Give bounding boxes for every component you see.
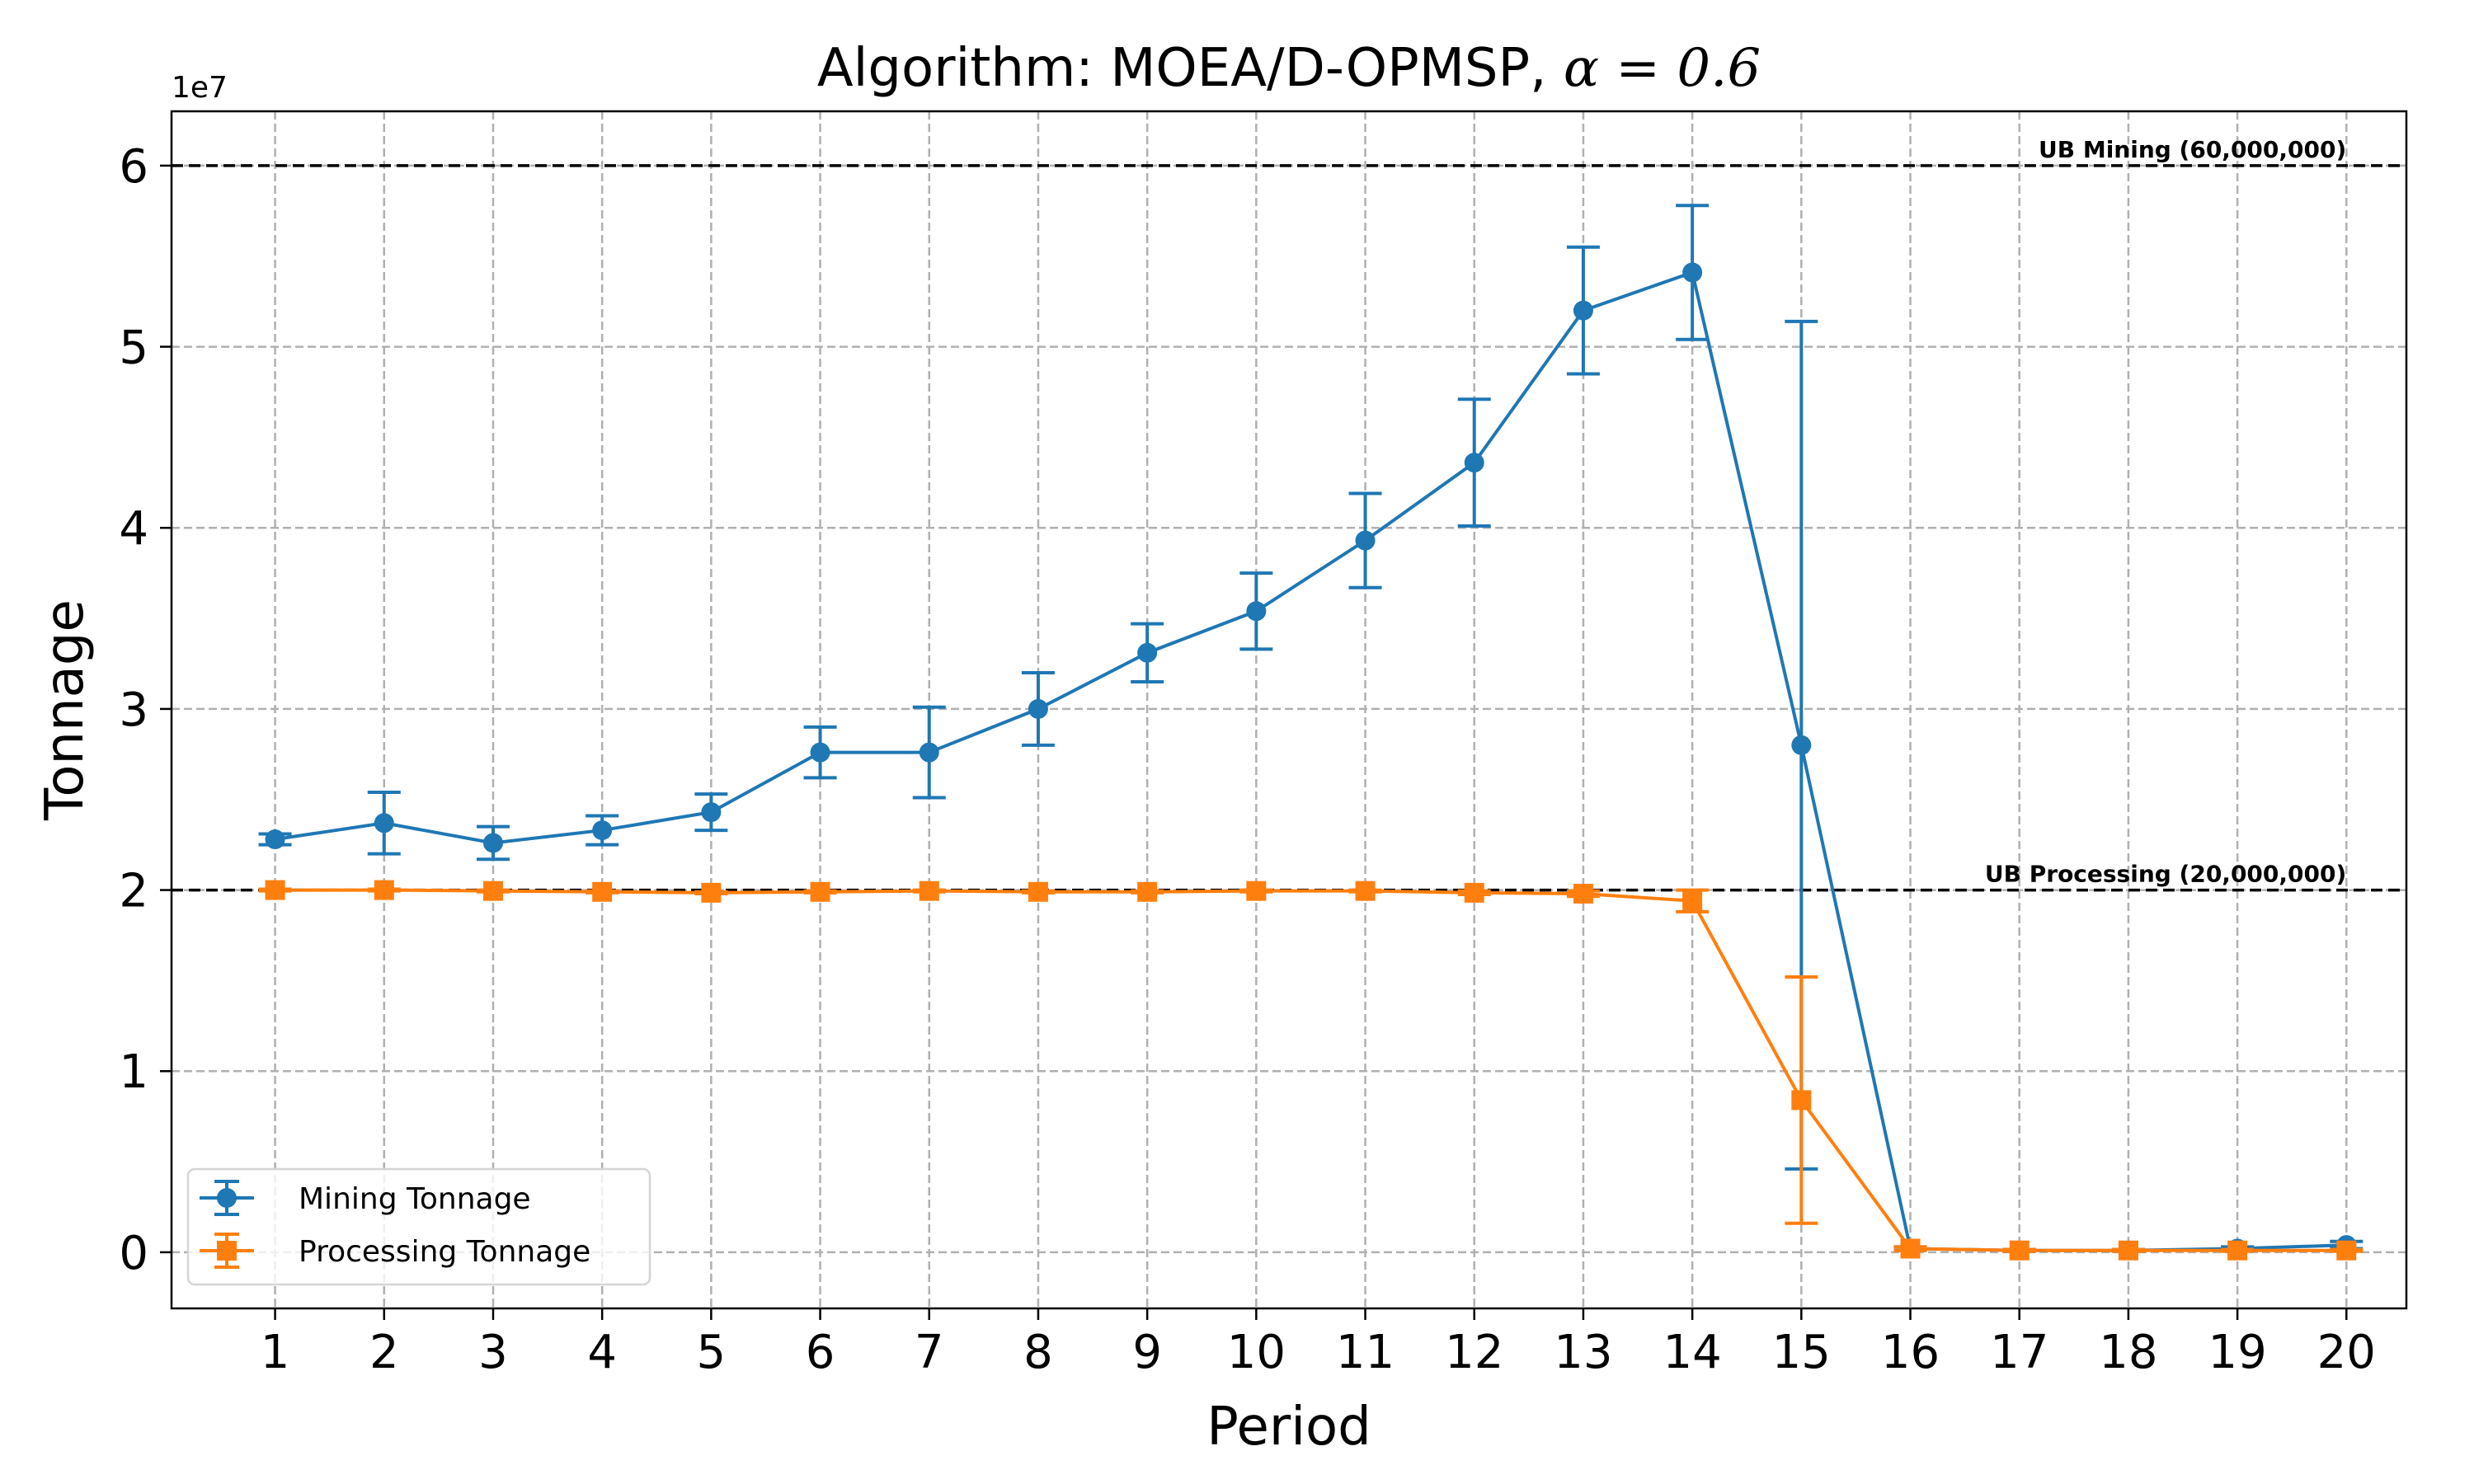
y-tick-label: 4: [119, 502, 148, 556]
y-tick-label: 1: [119, 1045, 148, 1099]
x-tick-label: 10: [1227, 1326, 1286, 1379]
legend-label: Processing Tonnage: [299, 1235, 590, 1269]
data-point: [2336, 1240, 2357, 1261]
data-point: [482, 833, 503, 853]
data-point: [919, 881, 939, 901]
data-point: [1246, 881, 1267, 901]
x-axis-label: Period: [1206, 1397, 1371, 1458]
x-tick-label: 15: [1772, 1326, 1831, 1379]
data-point: [2009, 1240, 2030, 1261]
data-point: [374, 880, 394, 900]
data-point: [592, 881, 613, 902]
series-layer: [258, 204, 2363, 1261]
x-tick-label: 12: [1445, 1326, 1503, 1379]
y-tick-label: 3: [119, 683, 148, 737]
data-point: [701, 802, 722, 823]
y-axis-label: Tonnage: [35, 599, 96, 821]
data-point: [1028, 698, 1048, 719]
data-point: [2227, 1240, 2248, 1261]
data-point: [1791, 1090, 1812, 1111]
x-tick-label: 4: [587, 1326, 617, 1379]
x-tick-label: 20: [2317, 1326, 2376, 1379]
legend-marker: [217, 1241, 237, 1261]
data-point: [1464, 453, 1484, 473]
legend-item: Processing Tonnage: [200, 1233, 590, 1269]
x-tick-label: 18: [2099, 1326, 2157, 1379]
reference-line-label: UB Processing (20,000,000): [1985, 861, 2346, 888]
legend-marker: [217, 1188, 237, 1208]
series-line: [275, 888, 2347, 1252]
x-tick-label: 6: [806, 1326, 835, 1379]
data-point: [701, 882, 722, 903]
x-tick-label: 19: [2208, 1326, 2266, 1379]
x-tick-label: 7: [915, 1326, 944, 1379]
data-point: [592, 820, 613, 841]
data-point: [1137, 881, 1158, 902]
x-tick-label: 3: [478, 1326, 508, 1379]
data-point: [810, 742, 830, 763]
chart-title: Algorithm: MOEA/D-OPMSP, α = 0.6: [817, 38, 1761, 99]
x-tick-label: 13: [1554, 1326, 1612, 1379]
legend-label: Mining Tonnage: [299, 1182, 531, 1216]
data-point: [482, 881, 503, 901]
data-point: [1464, 882, 1484, 903]
legend-item: Mining Tonnage: [200, 1180, 531, 1216]
y-tick-label: 0: [119, 1227, 148, 1280]
data-point: [1900, 1238, 1921, 1259]
y-tick-label: 6: [119, 140, 148, 194]
reference-line-label: UB Mining (60,000,000): [2039, 136, 2346, 163]
x-tick-label: 11: [1336, 1326, 1395, 1379]
data-point: [1573, 883, 1593, 904]
x-tick-label: 16: [1881, 1326, 1940, 1379]
data-point: [1246, 601, 1267, 622]
data-point: [810, 881, 830, 902]
legend: Mining Tonnage Processing Tonnage: [186, 1167, 651, 1286]
series-processing-tonnage: [258, 880, 2363, 1261]
x-tick-label: 5: [697, 1326, 727, 1379]
x-tick-label: 14: [1663, 1326, 1721, 1379]
data-point: [1573, 300, 1593, 321]
data-point: [1791, 735, 1812, 755]
x-tick-label: 1: [261, 1326, 290, 1379]
data-point: [265, 829, 285, 850]
reference-lines: UB Mining (60,000,000) UB Processing (20,…: [172, 136, 2406, 892]
data-point: [1682, 262, 1703, 283]
x-tick-label: 2: [369, 1326, 399, 1379]
x-tick-label: 17: [1990, 1326, 2048, 1379]
y-offset-label: 1e7: [172, 71, 228, 105]
data-point: [265, 880, 285, 900]
data-point: [1355, 530, 1376, 551]
data-point: [1137, 642, 1158, 663]
legend-box: [186, 1167, 651, 1286]
data-point: [1682, 890, 1703, 911]
y-tick-label: 5: [119, 322, 148, 375]
x-tick-label: 8: [1023, 1326, 1053, 1379]
data-point: [374, 813, 394, 834]
data-point: [1355, 881, 1376, 901]
x-tick-label: 9: [1132, 1326, 1162, 1379]
y-tick-label: 2: [119, 865, 148, 918]
data-point: [919, 742, 939, 763]
data-point: [1028, 881, 1048, 902]
data-point: [2118, 1240, 2138, 1261]
